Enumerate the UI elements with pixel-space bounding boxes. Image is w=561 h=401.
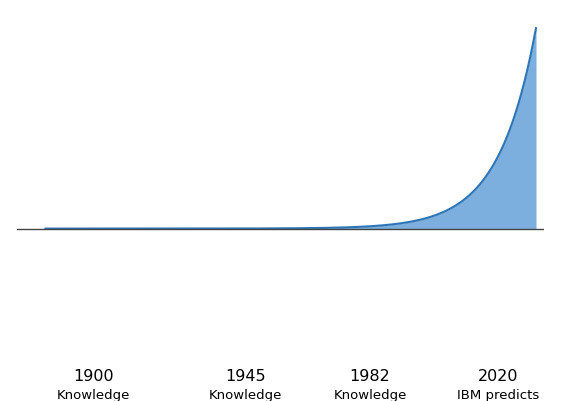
Text: Knowledge
doubling every
25 years: Knowledge doubling every 25 years bbox=[195, 389, 296, 401]
Text: 2020: 2020 bbox=[478, 369, 518, 384]
Text: 1945: 1945 bbox=[225, 369, 266, 384]
Text: 1900: 1900 bbox=[73, 369, 114, 384]
Text: Knowledge
doubling every
12-13 months: Knowledge doubling every 12-13 months bbox=[320, 389, 420, 401]
Text: 1982: 1982 bbox=[350, 369, 390, 384]
Text: Knowledge
doubling every
century: Knowledge doubling every century bbox=[44, 389, 144, 401]
Text: IBM predicts
knowledge
doubling every
11-12 hours: IBM predicts knowledge doubling every 11… bbox=[448, 389, 548, 401]
